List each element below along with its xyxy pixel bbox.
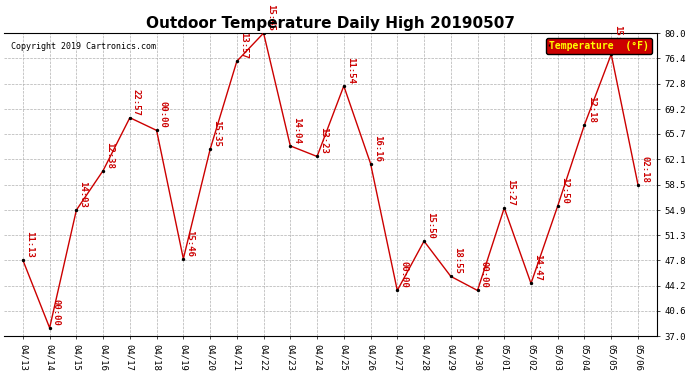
Title: Outdoor Temperature Daily High 20190507: Outdoor Temperature Daily High 20190507 bbox=[146, 15, 515, 30]
Point bbox=[365, 160, 376, 166]
Point bbox=[71, 207, 82, 213]
Point bbox=[124, 115, 135, 121]
Point bbox=[231, 58, 242, 64]
Point bbox=[579, 122, 590, 128]
Point bbox=[17, 257, 28, 263]
Point bbox=[258, 30, 269, 36]
Text: 14:47: 14:47 bbox=[533, 254, 542, 281]
Point bbox=[445, 273, 456, 279]
Text: 16:16: 16:16 bbox=[373, 135, 382, 161]
Point bbox=[606, 51, 617, 57]
Text: 00:00: 00:00 bbox=[400, 261, 408, 288]
Text: 02:18: 02:18 bbox=[640, 156, 649, 183]
Point bbox=[97, 168, 108, 174]
Point bbox=[392, 288, 403, 294]
Point bbox=[312, 153, 323, 159]
Text: 15:35: 15:35 bbox=[213, 120, 221, 147]
Point bbox=[526, 280, 537, 286]
Text: 15:45: 15:45 bbox=[266, 4, 275, 31]
Text: 18:55: 18:55 bbox=[453, 248, 462, 274]
Text: 15:46: 15:46 bbox=[186, 230, 195, 256]
Text: 15:50: 15:50 bbox=[426, 212, 435, 239]
Point bbox=[419, 238, 430, 244]
Point bbox=[472, 288, 483, 294]
Text: 13:23: 13:23 bbox=[319, 128, 328, 154]
Text: Copyright 2019 Cartronics.com: Copyright 2019 Cartronics.com bbox=[10, 42, 156, 51]
Text: 00:00: 00:00 bbox=[52, 299, 61, 326]
Text: 12:38: 12:38 bbox=[106, 142, 115, 168]
Text: 13:57: 13:57 bbox=[239, 32, 248, 59]
Point bbox=[204, 146, 215, 152]
Point bbox=[552, 203, 563, 209]
Point bbox=[178, 256, 189, 262]
Text: 22:57: 22:57 bbox=[132, 89, 141, 116]
Point bbox=[338, 83, 349, 89]
Text: 00:00: 00:00 bbox=[480, 261, 489, 288]
Text: 14:04: 14:04 bbox=[293, 117, 302, 144]
Text: 15:1?: 15:1? bbox=[613, 25, 622, 52]
Text: 12:50: 12:50 bbox=[560, 177, 569, 204]
Point bbox=[151, 128, 162, 134]
Legend: Temperature  (°F): Temperature (°F) bbox=[546, 38, 652, 54]
Text: 14:03: 14:03 bbox=[79, 181, 88, 208]
Text: 00:00: 00:00 bbox=[159, 101, 168, 128]
Text: 12:18: 12:18 bbox=[586, 96, 595, 123]
Text: 11:54: 11:54 bbox=[346, 57, 355, 84]
Text: 15:27: 15:27 bbox=[506, 179, 515, 206]
Point bbox=[499, 205, 510, 211]
Point bbox=[285, 143, 296, 149]
Point bbox=[44, 325, 55, 331]
Point bbox=[633, 182, 644, 188]
Text: 11:13: 11:13 bbox=[25, 231, 34, 258]
